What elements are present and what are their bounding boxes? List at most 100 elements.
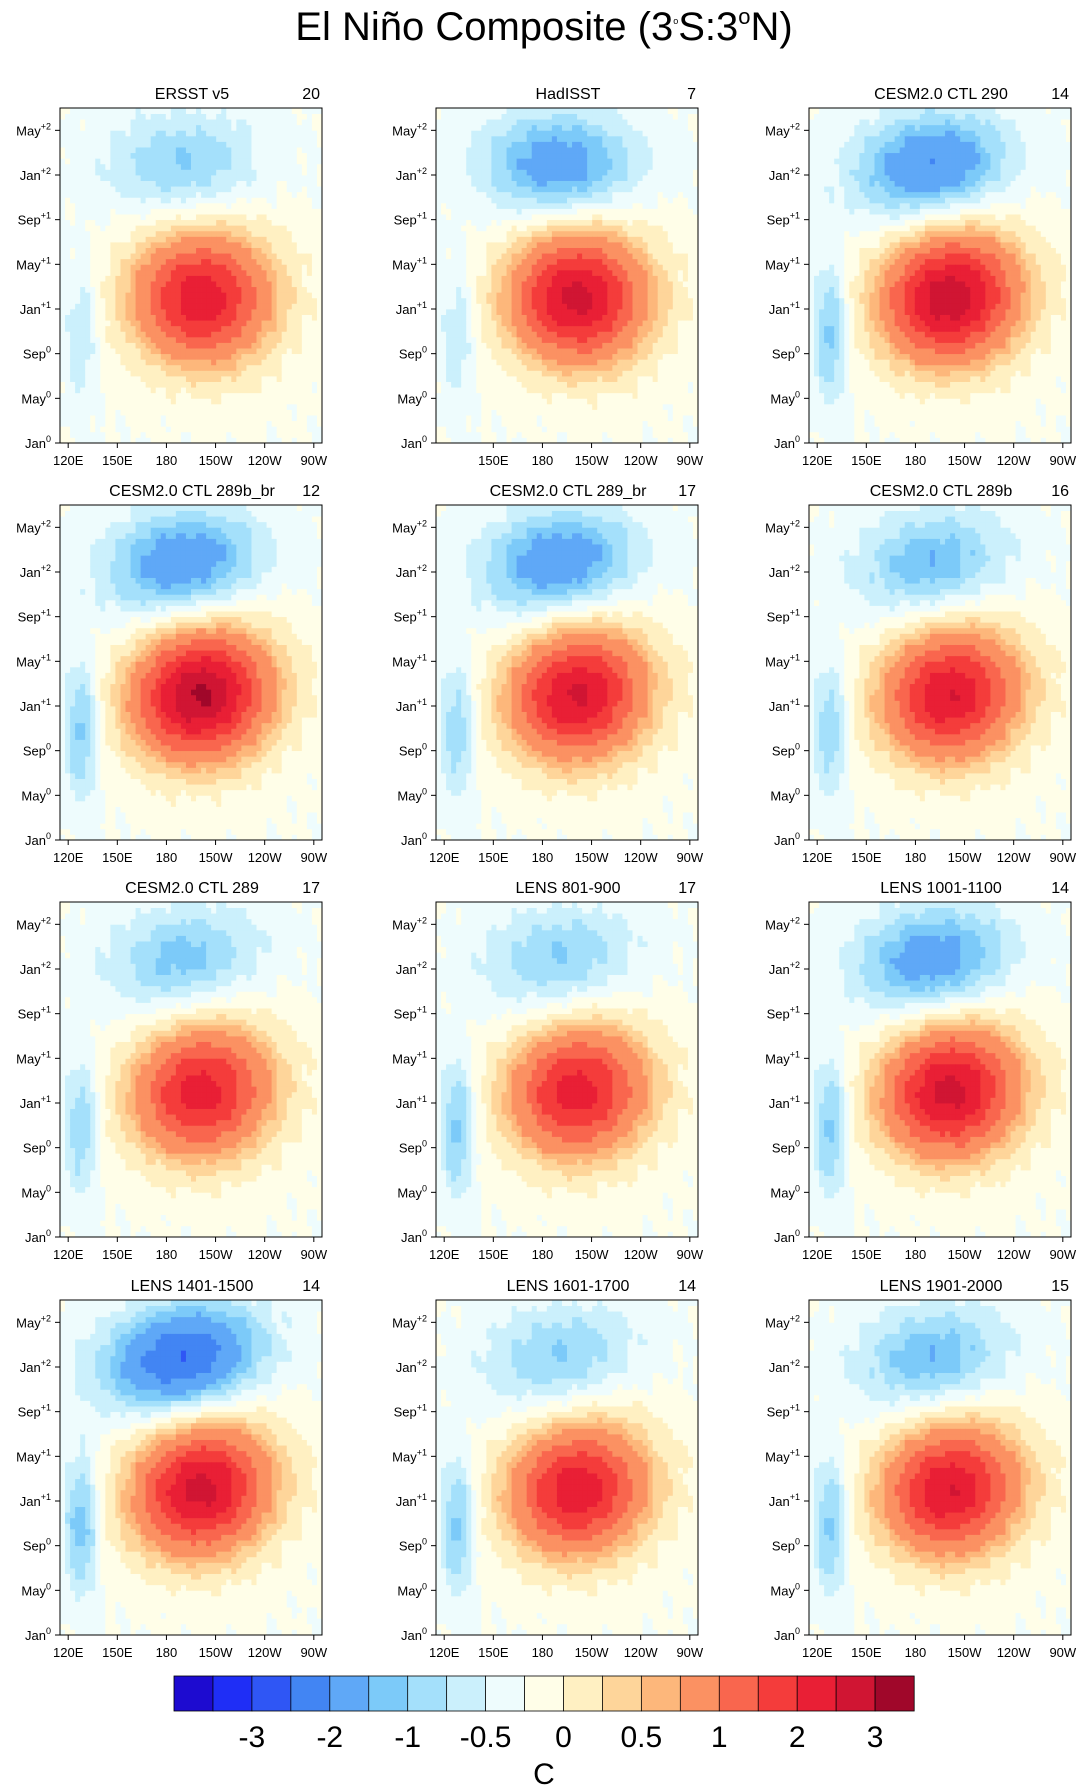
heatmap-cell [451,175,456,181]
heatmap-cell [486,426,491,432]
heatmap-cell [226,337,231,343]
heatmap-cell [216,398,221,404]
heatmap-cell [90,175,95,181]
heatmap-cell [105,315,110,321]
heatmap-cell [141,331,146,337]
heatmap-cell [216,248,221,254]
heatmap-cell [201,142,206,148]
heatmap-cell [75,181,80,187]
heatmap-cell [241,169,246,175]
heatmap-cell [226,309,231,315]
heatmap-cell [131,309,136,315]
heatmap-cell [307,158,312,164]
heatmap-cell [136,382,141,388]
heatmap-cell [181,326,186,332]
heatmap-cell [297,142,302,148]
heatmap-cell [131,320,136,326]
heatmap-cell [436,393,441,399]
heatmap-cell [191,382,196,388]
heatmap-cell [161,309,166,315]
heatmap-cell [161,197,166,203]
heatmap-cell [471,209,476,215]
heatmap-cell [502,359,507,365]
heatmap-cell [166,225,171,231]
heatmap-cell [277,203,282,209]
heatmap-cell [436,186,441,192]
heatmap-cell [277,231,282,237]
heatmap-cell [287,415,292,421]
heatmap-cell [287,326,292,332]
heatmap-cell [302,337,307,343]
heatmap-cell [206,164,211,170]
heatmap-cell [90,248,95,254]
heatmap-cell [221,125,226,131]
heatmap-cell [70,298,75,304]
heatmap-cell [221,209,226,215]
heatmap-cell [466,326,471,332]
heatmap-cell [131,242,136,248]
heatmap-cell [251,125,256,131]
heatmap-cell [236,253,241,259]
heatmap-cell [231,108,236,114]
heatmap-cell [302,248,307,254]
heatmap-cell [141,404,146,410]
heatmap-cell [456,220,461,226]
heatmap-cell [186,276,191,282]
heatmap-cell [146,225,151,231]
heatmap-cell [441,276,446,282]
heatmap-cell [126,393,131,399]
heatmap-cell [136,248,141,254]
heatmap-cell [201,281,206,287]
heatmap-cell [146,164,151,170]
heatmap-cell [60,410,65,416]
heatmap-cell [70,175,75,181]
heatmap-cell [115,270,120,276]
heatmap-cell [151,220,156,226]
heatmap-cell [85,130,90,136]
heatmap-cell [282,398,287,404]
heatmap-cell [95,382,100,388]
heatmap-cell [491,214,496,220]
heatmap-cell [471,348,476,354]
heatmap-cell [441,253,446,259]
heatmap-cell [476,231,481,237]
heatmap-cell [80,169,85,175]
heatmap-cell [251,253,256,259]
heatmap-cell [476,203,481,209]
heatmap-cell [70,169,75,175]
heatmap-cell [201,292,206,298]
heatmap-cell [262,242,267,248]
heatmap-cell [176,287,181,293]
heatmap-cell [246,393,251,399]
heatmap-cell [105,147,110,153]
heatmap-cell [302,197,307,203]
heatmap-cell [441,376,446,382]
heatmap-cell [441,309,446,315]
heatmap-cell [312,398,317,404]
heatmap-cell [166,264,171,270]
heatmap-cell [451,114,456,120]
heatmap-cell [277,164,282,170]
heatmap-cell [496,410,501,416]
heatmap-cell [181,203,186,209]
heatmap-cell [277,209,282,215]
heatmap-cell [292,186,297,192]
heatmap-cell [466,331,471,337]
heatmap-cell [95,231,100,237]
heatmap-cell [141,175,146,181]
heatmap-cell [287,225,292,231]
heatmap-cell [262,175,267,181]
heatmap-cell [236,354,241,360]
heatmap-cell [241,365,246,371]
heatmap-cell [297,153,302,159]
heatmap-cell [312,315,317,321]
heatmap-cell [95,326,100,332]
heatmap-cell [226,320,231,326]
heatmap-cell [486,303,491,309]
heatmap-cell [146,136,151,142]
heatmap-cell [226,410,231,416]
heatmap-cell [496,253,501,259]
heatmap-cell [85,164,90,170]
heatmap-cell [176,264,181,270]
heatmap-cell [146,169,151,175]
